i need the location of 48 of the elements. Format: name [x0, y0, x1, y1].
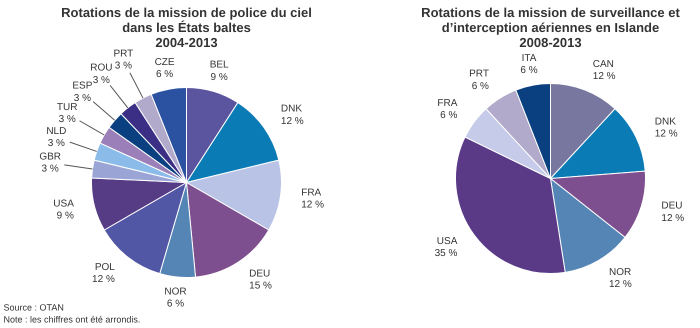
slice-label: FRA	[437, 98, 458, 109]
data-label: 6 %	[156, 69, 174, 80]
slice-label: DEU	[661, 200, 682, 212]
data-label: 12 %	[280, 116, 304, 127]
source-note: Source : OTAN	[4, 302, 64, 312]
data-label: 3 %	[42, 163, 59, 174]
slice-label: DNK	[280, 104, 302, 115]
slice-label: DNK	[654, 116, 676, 128]
slice-label: CAN	[592, 59, 614, 70]
data-label: 12 %	[301, 200, 324, 211]
chart-title: Rotations de la mission de police du ciel dans les États baltes 2004-2013	[61, 5, 312, 50]
data-label: 6 %	[166, 298, 184, 310]
chart-title: Rotations de la mission de surveillance et d’interception aériennes en Islande 2008-2013	[421, 5, 680, 50]
data-label: 3 %	[48, 138, 66, 149]
data-label: 12 %	[592, 71, 616, 82]
slice-label: PRT	[113, 48, 134, 60]
slice-label: PRT	[469, 68, 489, 80]
slice-label: ESP	[72, 80, 93, 92]
data-label: 12 %	[661, 212, 684, 224]
data-label: 6 %	[440, 110, 458, 122]
data-label: 6 %	[472, 80, 490, 92]
slice-label: BEL	[210, 60, 230, 71]
slice-label: NLD	[46, 126, 66, 137]
data-label: 12 %	[608, 279, 632, 290]
data-label: 35 %	[434, 248, 458, 260]
data-label: 3 %	[74, 92, 92, 104]
data-label: 3 %	[92, 74, 110, 86]
slice-label: POL	[94, 262, 116, 274]
data-label: 6 %	[520, 65, 538, 76]
data-label: 12 %	[92, 274, 115, 286]
slice-label: USA	[53, 198, 74, 210]
slice-label: TUR	[56, 102, 78, 114]
data-label: 12 %	[654, 128, 678, 140]
slice-label: NOR	[608, 267, 632, 278]
slice-label: DEU	[249, 268, 270, 280]
slice-label: USA	[436, 236, 458, 247]
data-label: 9 %	[210, 72, 228, 83]
slice-label: CZE	[154, 57, 175, 68]
text: Note : les chiffres ont été arrondis.	[4, 314, 140, 324]
slice-label: NOR	[164, 286, 187, 298]
data-label: 3 %	[58, 114, 76, 126]
data-label: 9 %	[56, 210, 74, 222]
slice-label: ROU	[90, 62, 112, 74]
data-label: 3 %	[114, 60, 132, 72]
slice-label: ITA	[522, 53, 537, 64]
slice-label: FRA	[301, 187, 322, 198]
data-label: 15 %	[249, 280, 272, 292]
slice-label: GBR	[39, 151, 61, 162]
